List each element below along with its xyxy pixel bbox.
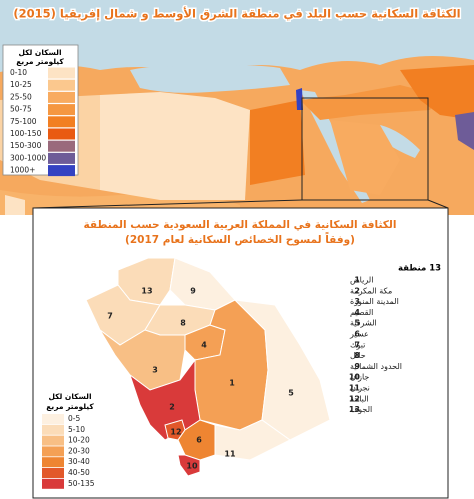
legend-label: 0-10 — [10, 68, 27, 77]
region-number: 4 — [354, 308, 360, 317]
legend-label: 10-25 — [10, 80, 32, 89]
legend-label: 5-10 — [68, 425, 85, 434]
legend-label: 150-300 — [10, 141, 42, 150]
region-name: الرياض — [350, 276, 373, 285]
inset: الكثافة السكانية في المملكة العربية السع… — [32, 207, 449, 499]
map-region-number: 4 — [201, 341, 207, 350]
legend-swatch — [48, 152, 75, 164]
legend-swatch — [48, 128, 75, 140]
map-region-number: 8 — [180, 319, 186, 328]
region-name: جازان — [350, 373, 369, 382]
region-name: مكة المكرمة — [350, 286, 392, 295]
region-number: 5 — [354, 319, 360, 328]
region-name: القصيم — [350, 308, 373, 317]
legend-label: 20-30 — [68, 446, 90, 455]
legend-label: 30-40 — [68, 457, 90, 466]
region-number: 3 — [354, 297, 360, 306]
map-region-number: 11 — [224, 450, 236, 459]
region-name: المدينة المنورة — [350, 297, 399, 306]
map-title: الكثافة السكانية حسب البلد في منطقة الشر… — [13, 7, 460, 22]
legend-swatch — [42, 446, 64, 457]
inset-subtitle: (وفقاً لمسوح الخصائص السكانية لعام 2017) — [125, 232, 355, 246]
region-name: الجوف — [350, 405, 372, 414]
legend-swatch — [42, 414, 64, 424]
legend-swatch — [48, 91, 75, 103]
legend-label: 300-1000 — [10, 153, 46, 162]
legend-label: 10-20 — [68, 436, 90, 445]
legend-swatch — [42, 468, 64, 478]
map-region-number: 13 — [141, 287, 152, 296]
legend-swatch — [42, 435, 64, 446]
legend-label: 0-5 — [68, 414, 80, 423]
map-region-number: 6 — [196, 436, 202, 445]
map-region-number: 5 — [288, 389, 294, 398]
region-name: الحدود الشمالية — [350, 362, 402, 371]
region-5 — [233, 299, 331, 441]
region-name: الباحة — [350, 394, 369, 403]
region-3 — [99, 329, 186, 391]
region-number: 12 — [349, 394, 360, 403]
legend-label: 75-100 — [10, 117, 37, 126]
region-number: 1 — [354, 276, 360, 285]
region-number: 7 — [354, 340, 360, 349]
region-10 — [177, 454, 201, 477]
legend-swatch — [42, 478, 64, 489]
map-region-number: 12 — [170, 428, 181, 437]
legend-swatch — [48, 116, 75, 128]
region-number: 9 — [354, 362, 360, 371]
legend-label: 50-135 — [68, 479, 95, 488]
region-name: تبوك — [350, 340, 365, 349]
region-name: الشرقية — [350, 319, 377, 328]
legend-swatch — [48, 140, 75, 152]
legend-title: كيلومتر مربع — [16, 57, 64, 66]
region-name: حائل — [350, 351, 366, 360]
region-name: عسير — [349, 330, 369, 339]
region-name: نجران — [350, 384, 370, 393]
legend-label: 100-150 — [10, 129, 42, 138]
legend-label: 1000+ — [10, 166, 35, 175]
region-number: 10 — [349, 373, 361, 382]
legend-swatch — [42, 457, 64, 468]
region-number: 11 — [349, 384, 361, 393]
legend-label: 50-75 — [10, 105, 32, 114]
region-11 — [214, 419, 291, 461]
region-number: 8 — [354, 351, 360, 360]
map-region-number: 1 — [229, 379, 235, 388]
map-region-number: 3 — [152, 366, 158, 375]
legend-title: السكان لكل — [48, 392, 91, 401]
legend-title: كيلومتر مربع — [46, 402, 94, 411]
map-region-number: 10 — [186, 462, 198, 471]
map-region-number: 2 — [169, 403, 175, 412]
inset-legend: السكان لكل كيلومتر مربع 0-5 5-10 10-2020-3… — [42, 392, 95, 489]
legend-swatch — [48, 104, 75, 116]
legend-swatch — [48, 79, 75, 91]
legend-title: السكان لكل — [18, 48, 61, 57]
inset-title: الكثافة السكانية في المملكة العربية السع… — [84, 219, 397, 231]
legend-label: 40-50 — [68, 468, 90, 477]
map-region-number: 7 — [107, 312, 113, 321]
legend-swatch — [48, 165, 75, 177]
legend-swatch — [42, 424, 64, 435]
region-number: 2 — [354, 286, 360, 295]
map-region-number: 9 — [190, 287, 196, 296]
regions-header: 13 منطقة — [398, 264, 441, 274]
legend-label: 25-50 — [10, 92, 32, 101]
legend-swatch — [48, 67, 75, 79]
region-number: 13 — [349, 405, 360, 414]
saudi-map — [85, 257, 331, 477]
region-number: 6 — [354, 330, 360, 339]
main-legend: السكان لكل كيلومتر مربع 0-10 10-25 25-50 50… — [2, 44, 79, 177]
